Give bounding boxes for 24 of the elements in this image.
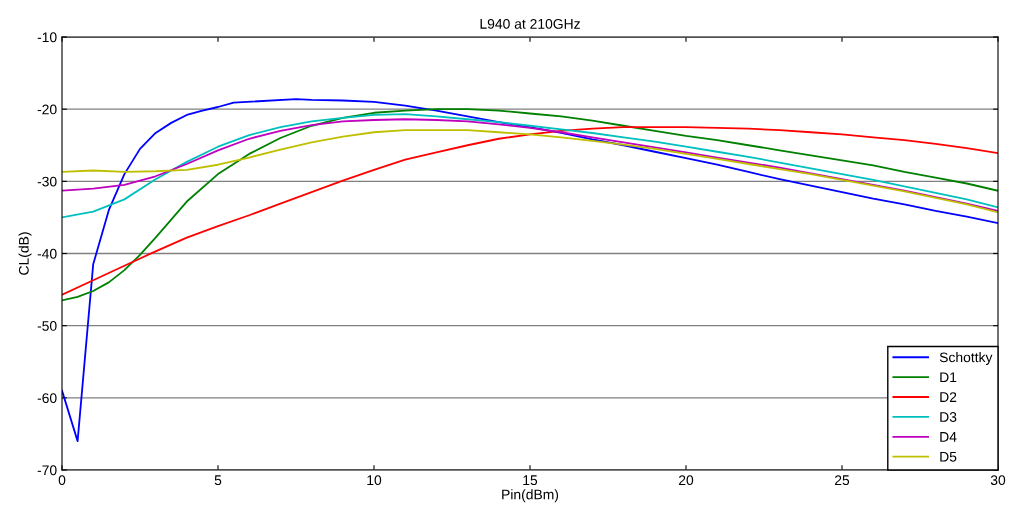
- y-tick-label: -20: [37, 104, 57, 115]
- x-tick-label: 25: [834, 475, 850, 486]
- y-tick-label: -40: [37, 248, 57, 259]
- legend-label: D1: [940, 372, 957, 382]
- line-series: [62, 98, 998, 443]
- x-tick-label: 15: [523, 475, 538, 486]
- x-tick-label: 20: [678, 475, 694, 486]
- y-tick-label: -30: [37, 176, 57, 187]
- x-tick-label: 10: [367, 475, 382, 486]
- chart-title: L940 at 210GHz: [480, 18, 580, 29]
- y-tick-label: -70: [37, 465, 57, 476]
- y-tick-label: -10: [37, 32, 57, 43]
- legend-label: D2: [940, 392, 957, 402]
- x-tick-label: 5: [214, 475, 222, 486]
- x-axis-title: Pin(dBm): [502, 489, 559, 503]
- legend-label: D3: [940, 412, 957, 422]
- x-tick-label: 0: [58, 475, 66, 486]
- legend-label: D4: [940, 432, 957, 442]
- x-tick-label: 30: [990, 475, 1006, 486]
- y-tick-label: -60: [37, 393, 57, 403]
- legend-label: D5: [940, 452, 957, 462]
- y-tick-label: -50: [37, 321, 57, 331]
- legend-label: Schottky: [939, 352, 993, 365]
- y-axis-title: CL(dB): [18, 232, 32, 275]
